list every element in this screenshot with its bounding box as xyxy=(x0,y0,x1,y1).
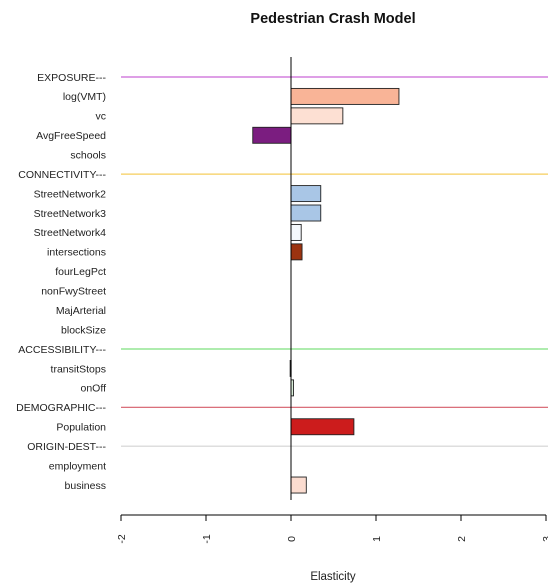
x-tick-label-0: -2 xyxy=(116,534,128,543)
x-tick-label-3: 1 xyxy=(371,536,383,542)
row-labels-layer: EXPOSURE--- log(VMT) vc AvgFreeSpeed schools… xyxy=(16,72,106,492)
x-axis: -2 -1 0 1 2 3 xyxy=(116,514,548,544)
bar-intersections xyxy=(290,243,303,261)
row-label-fourlegpct: fourLegPct xyxy=(55,266,106,278)
bar-streetnetwork4 xyxy=(290,223,302,241)
row-label-vc: vc xyxy=(96,111,107,123)
row-label-streetnetwork2: StreetNetwork2 xyxy=(34,188,107,200)
row-label-population: Population xyxy=(56,422,106,434)
chart-title: Pedestrian Crash Model xyxy=(250,11,415,27)
row-label-schools: schools xyxy=(70,150,106,162)
row-label-majarterial: MajArterial xyxy=(56,305,106,317)
row-label-log-vmt: log(VMT) xyxy=(63,91,106,103)
group-label-demographic: DEMOGRAPHIC--- xyxy=(16,402,106,414)
row-label-business: business xyxy=(65,480,106,492)
row-label-streetnetwork3: StreetNetwork3 xyxy=(34,208,107,220)
row-label-intersections: intersections xyxy=(47,247,106,259)
group-label-accessibility: ACCESSIBILITY--- xyxy=(18,344,106,356)
group-label-origin-dest: ORIGIN-DEST--- xyxy=(27,441,106,453)
group-separator-lines xyxy=(121,76,548,447)
row-label-transitstops: transitStops xyxy=(51,363,106,375)
group-label-connectivity: CONNECTIVITY--- xyxy=(18,169,106,181)
x-tick-label-2: 0 xyxy=(286,536,298,542)
bar-streetnetwork2 xyxy=(290,185,322,203)
bar-streetnetwork3 xyxy=(290,204,322,222)
bar-vc xyxy=(290,107,344,125)
x-tick-label-1: -1 xyxy=(201,534,213,543)
x-tick-label-4: 2 xyxy=(456,536,468,542)
row-label-blocksize: blockSize xyxy=(61,324,106,336)
bar-business xyxy=(290,476,307,494)
bar-log-vmt xyxy=(290,87,400,105)
row-label-avgfreespeed: AvgFreeSpeed xyxy=(36,130,106,142)
row-label-employment: employment xyxy=(49,460,106,472)
x-tick-label-5: 3 xyxy=(541,536,548,542)
bars-layer xyxy=(252,87,400,494)
group-label-exposure: EXPOSURE--- xyxy=(37,72,106,84)
row-label-onoff: onOff xyxy=(81,383,107,395)
row-label-streetnetwork4: StreetNetwork4 xyxy=(34,227,107,239)
bar-avgfreespeed xyxy=(252,126,292,144)
x-axis-title: Elasticity xyxy=(310,571,356,583)
row-label-nonfwystreet: nonFwyStreet xyxy=(41,286,106,298)
bar-population xyxy=(290,418,355,436)
